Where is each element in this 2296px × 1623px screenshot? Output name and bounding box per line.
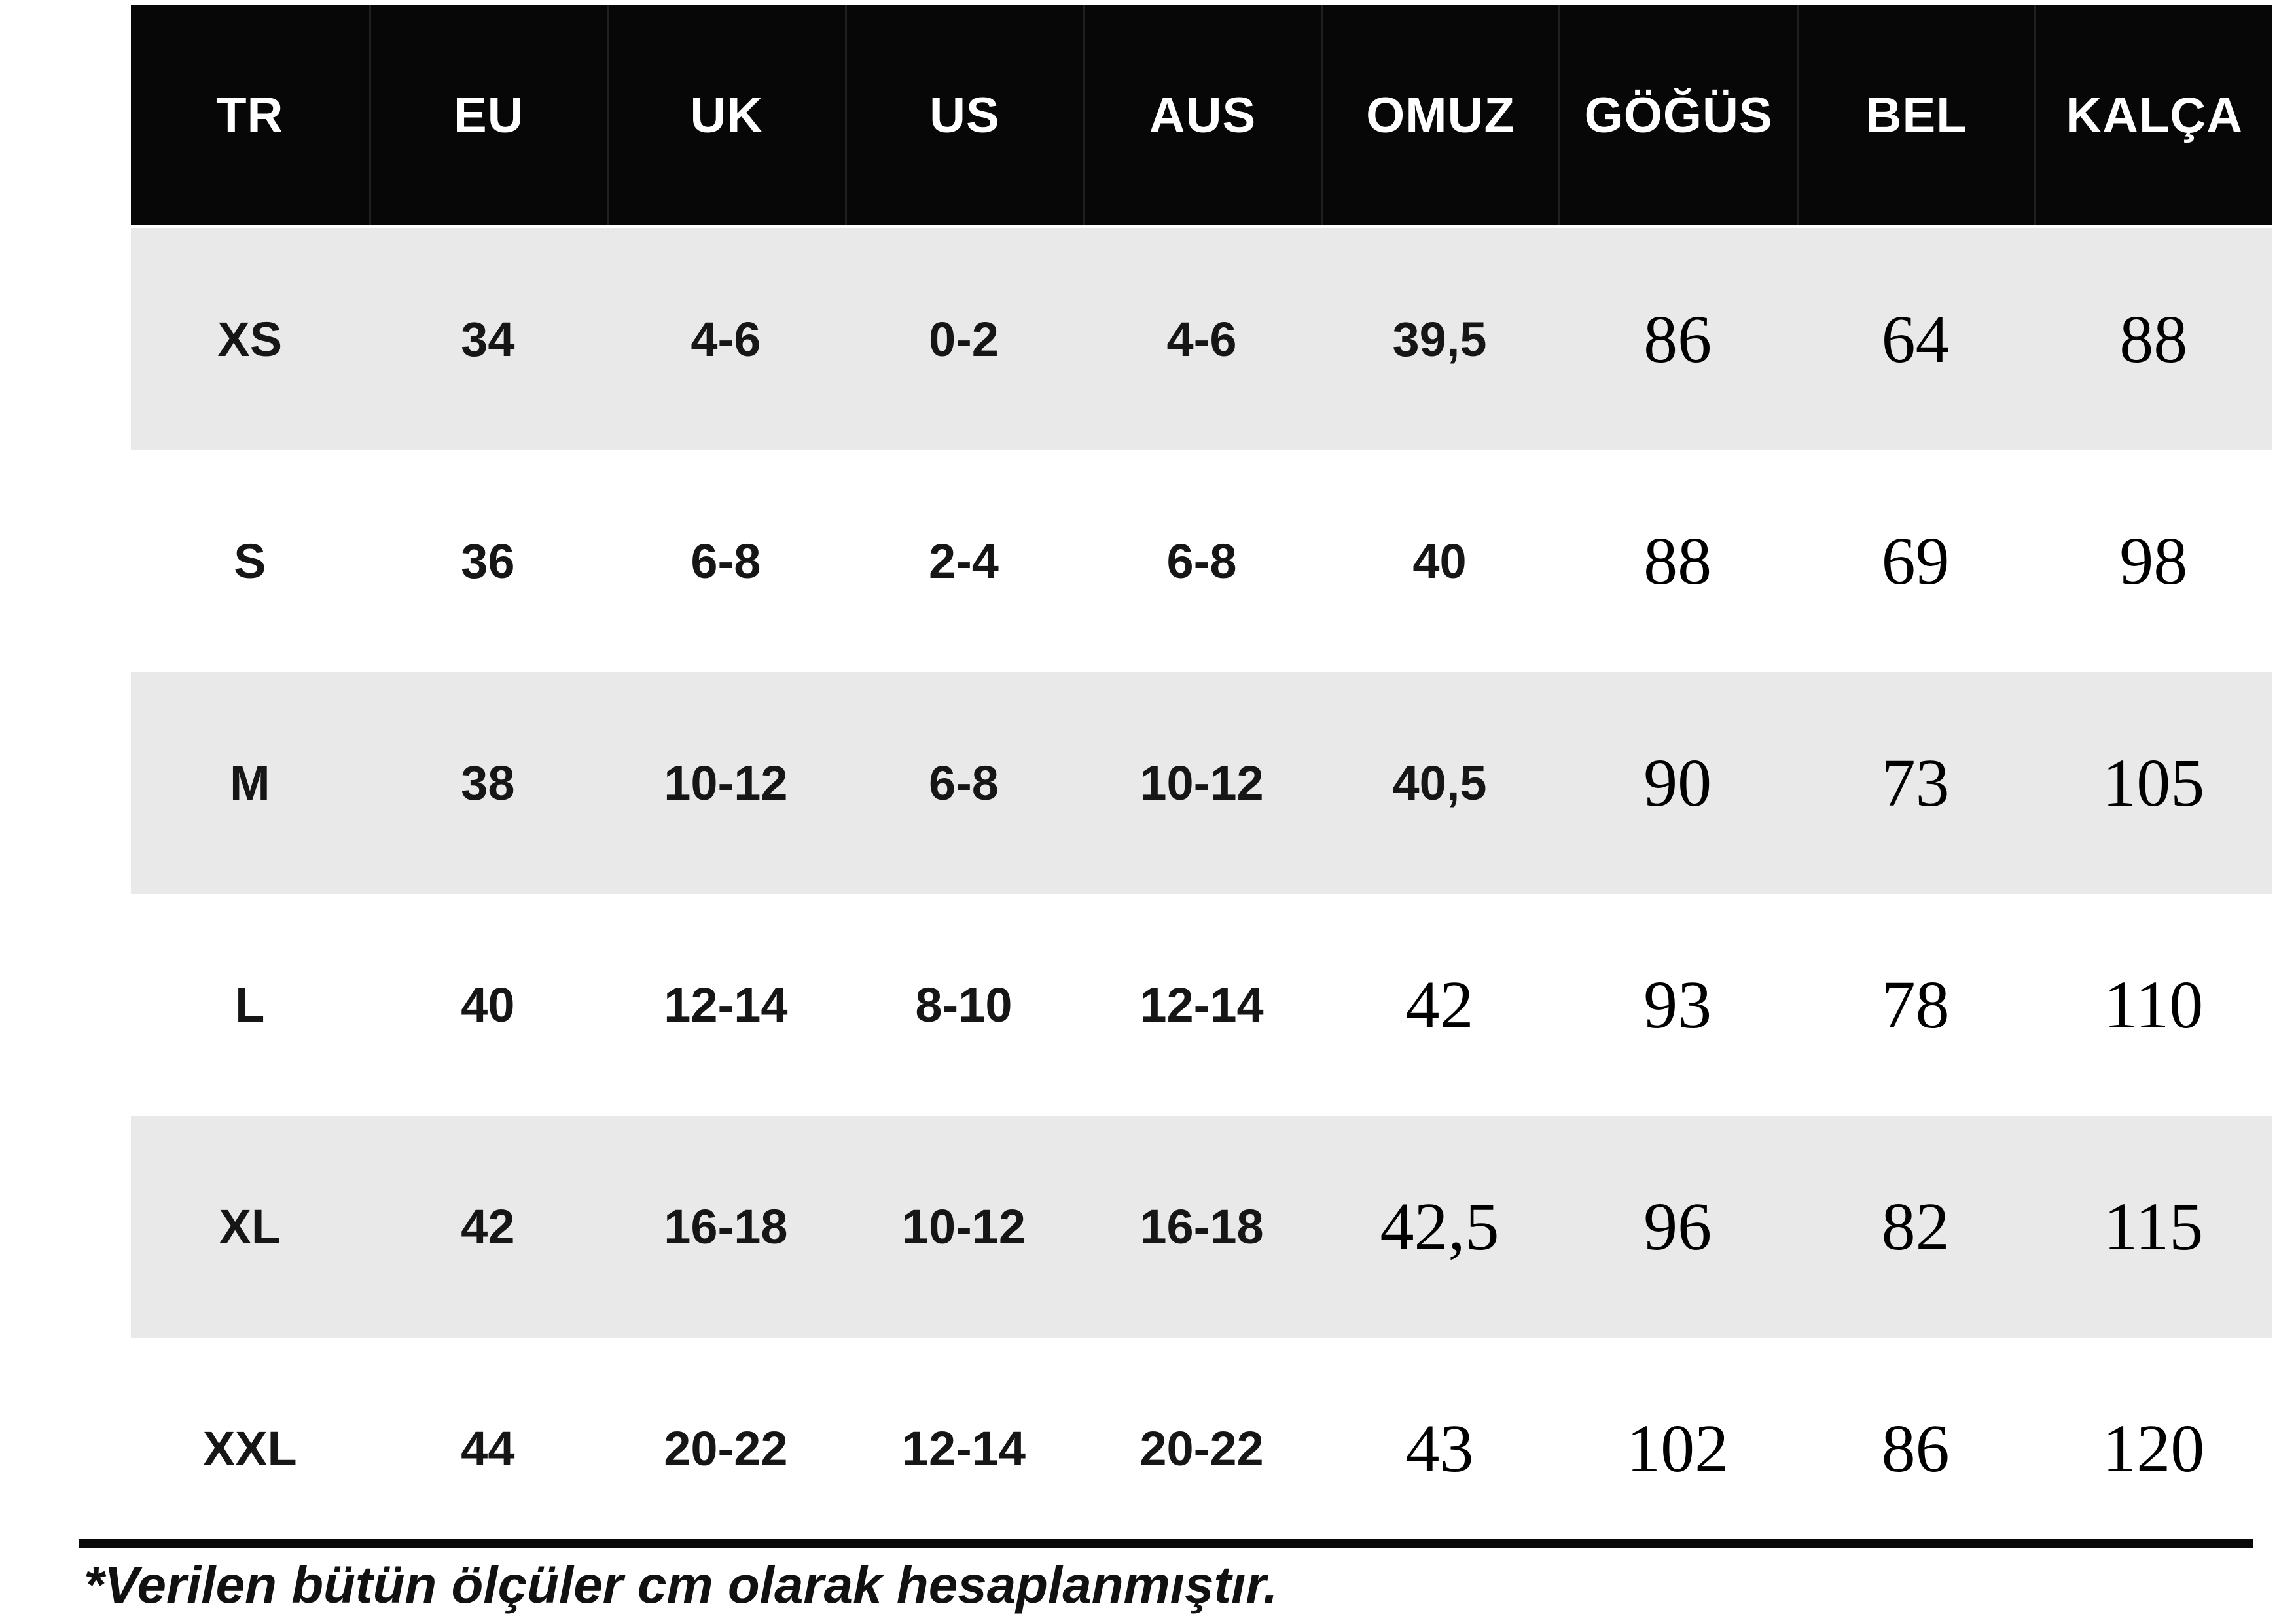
size-cell: XXL (202, 1421, 297, 1476)
size-cell: M (229, 756, 270, 810)
size-cell: 38 (461, 756, 515, 810)
size-cell: 64 (1881, 302, 1950, 377)
size-cell: 4-6 (1166, 312, 1237, 366)
size-cell: 4-6 (691, 312, 761, 366)
size-cell: 10-12 (664, 756, 788, 810)
size-cell: XL (219, 1200, 281, 1254)
size-cell: 73 (1881, 745, 1950, 821)
size-cell: 36 (461, 534, 515, 588)
size-cell: 86 (1881, 1411, 1950, 1486)
table-row: XXL 44 20-22 12-14 20-22 43 102 86 120 (131, 1338, 2272, 1560)
size-cell: 42 (461, 1200, 515, 1254)
size-cell: 12-14 (664, 978, 788, 1032)
size-cell: 88 (2119, 302, 2188, 377)
size-cell: 93 (1643, 967, 1712, 1043)
size-cell: 105 (2102, 745, 2205, 821)
size-cell: 12-14 (1139, 978, 1264, 1032)
header-cell: BEL (1796, 5, 2035, 225)
table-body: XS 34 4-6 0-2 4-6 39,5 86 64 88 S 36 6-8 2-4 6-8 40 88 6… (131, 228, 2272, 1560)
table-row: M 38 10-12 6-8 10-12 40,5 90 73 105 (131, 672, 2272, 894)
size-cell: 10-12 (901, 1200, 1026, 1254)
header-cell: KALÇA (2034, 5, 2272, 225)
size-cell: 16-18 (1139, 1200, 1264, 1254)
header-cell: US (844, 5, 1083, 225)
size-cell: 82 (1881, 1189, 1950, 1264)
table-row: XS 34 4-6 0-2 4-6 39,5 86 64 88 (131, 228, 2272, 450)
size-cell: 40,5 (1392, 756, 1487, 810)
size-cell: 2-4 (928, 534, 999, 588)
size-cell: 110 (2104, 967, 2204, 1043)
header-cell: AUS (1083, 5, 1321, 225)
size-cell: 6-8 (1166, 534, 1237, 588)
size-cell: 16-18 (664, 1200, 788, 1254)
table-row: L 40 12-14 8-10 12-14 42 93 78 110 (131, 894, 2272, 1116)
size-cell: 20-22 (1139, 1421, 1264, 1476)
size-cell: XS (217, 312, 283, 366)
size-cell: 10-12 (1139, 756, 1264, 810)
size-cell: 12-14 (901, 1421, 1026, 1476)
size-cell: 40 (1412, 534, 1467, 588)
table-header-row: TR EU UK US AUS OMUZ GÖĞÜS BEL KALÇA (131, 5, 2272, 225)
table-row: XL 42 16-18 10-12 16-18 42,5 96 82 115 (131, 1116, 2272, 1338)
size-cell: 96 (1643, 1189, 1712, 1264)
size-cell: 43 (1405, 1411, 1474, 1486)
header-cell: TR (216, 87, 284, 143)
footnote: *Verilen bütün ölçüler cm olarak hesapla… (84, 1556, 1278, 1614)
size-cell: 98 (2119, 524, 2188, 599)
size-cell: 42,5 (1380, 1189, 1499, 1264)
size-cell: 90 (1643, 745, 1712, 821)
size-cell: 69 (1881, 524, 1950, 599)
size-cell: 6-8 (691, 534, 761, 588)
size-cell: 39,5 (1392, 312, 1487, 366)
size-cell: L (235, 978, 265, 1032)
size-cell: 0-2 (928, 312, 999, 366)
size-cell: 86 (1643, 302, 1712, 377)
size-cell: 120 (2102, 1411, 2205, 1486)
size-cell: 102 (1626, 1411, 1729, 1486)
header-cell: EU (368, 5, 607, 225)
size-cell: S (234, 534, 266, 588)
footnote-divider (79, 1539, 2253, 1548)
size-cell: 115 (2104, 1189, 2204, 1264)
size-cell: 34 (461, 312, 515, 366)
size-cell: 20-22 (664, 1421, 788, 1476)
header-cell: UK (607, 5, 845, 225)
size-cell: 42 (1405, 967, 1474, 1043)
size-cell: 44 (461, 1421, 515, 1476)
header-cell: GÖĞÜS (1558, 5, 1797, 225)
size-cell: 6-8 (928, 756, 999, 810)
table-row: S 36 6-8 2-4 6-8 40 88 69 98 (131, 450, 2272, 672)
size-chart-table: TR EU UK US AUS OMUZ GÖĞÜS BEL KALÇA XS 34 4-6 0-2 4… (131, 5, 2272, 1560)
header-cell: OMUZ (1320, 5, 1559, 225)
size-cell: 40 (461, 978, 515, 1032)
size-cell: 88 (1643, 524, 1712, 599)
size-cell: 8-10 (915, 978, 1013, 1032)
size-cell: 78 (1881, 967, 1950, 1043)
